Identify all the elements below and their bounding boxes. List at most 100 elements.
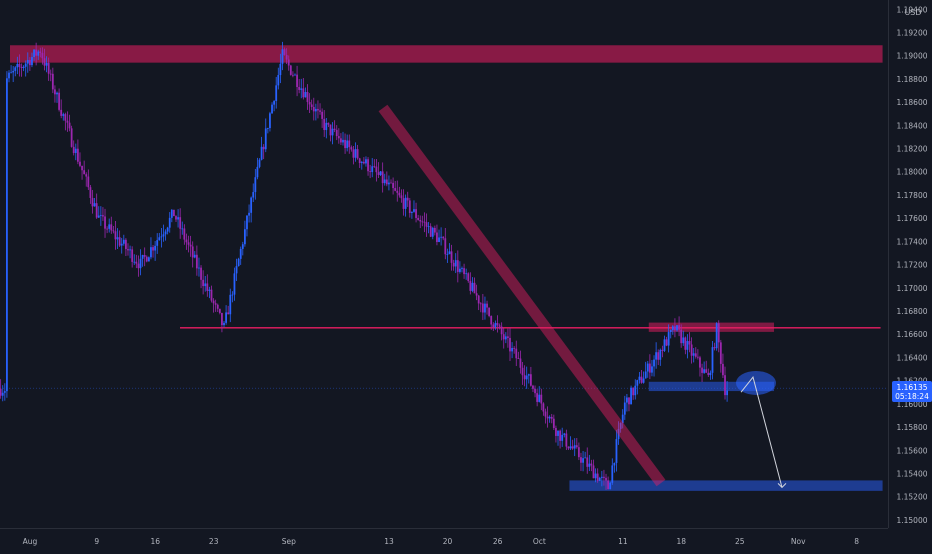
candle-down <box>555 427 557 436</box>
candle-down <box>112 230 115 232</box>
candle-down <box>513 347 516 349</box>
price-tick-label: 1.18800 <box>896 75 927 84</box>
candle-up <box>638 376 641 381</box>
last-price-badge: 1.16135 05:18:24 <box>892 381 932 402</box>
candle-down <box>179 217 182 229</box>
time-tick-label: Nov <box>791 537 806 546</box>
candle-down <box>519 358 522 368</box>
candle-up <box>275 85 278 102</box>
candle-down <box>469 281 472 291</box>
price-tick-label: 1.18600 <box>896 98 927 107</box>
time-axis[interactable]: Aug 9 16 23 Sep 13 20 26 Oct 11 18 25 Nov 8 <box>23 537 860 546</box>
candle-down <box>423 221 426 223</box>
candle-down <box>337 136 340 139</box>
candle-down <box>41 52 44 59</box>
candle-up <box>711 347 714 373</box>
candle-down <box>0 388 2 396</box>
candle-up <box>626 397 628 403</box>
time-tick-label: Aug <box>23 537 38 546</box>
candle-up <box>609 482 612 490</box>
candle-down <box>125 239 127 250</box>
candle-up <box>360 161 363 164</box>
candle-up <box>300 88 303 90</box>
candle-down <box>214 303 217 305</box>
candle-down <box>145 256 148 262</box>
candle-down <box>575 445 578 448</box>
candle-up <box>181 228 184 230</box>
candle-down <box>189 244 192 247</box>
candle-up <box>440 236 443 238</box>
candle-down <box>310 104 313 107</box>
candle-down <box>296 74 298 88</box>
candle-down <box>477 295 480 304</box>
candle-down <box>348 140 351 148</box>
candle-down <box>289 65 292 75</box>
candle-up <box>644 371 647 379</box>
candle-up <box>563 433 566 435</box>
candle-down <box>35 49 38 56</box>
candle-down <box>632 387 635 396</box>
candle-down <box>58 92 60 110</box>
candle-down <box>329 124 332 136</box>
candle-up <box>342 139 344 143</box>
candle-up <box>120 243 123 246</box>
candle-down <box>173 209 175 217</box>
candle-down <box>400 195 403 199</box>
candle-up <box>116 237 119 240</box>
candle-up <box>471 282 474 291</box>
currency-label: USD <box>904 8 921 17</box>
candle-up <box>692 353 695 356</box>
candle-up <box>93 203 96 207</box>
candle-up <box>277 75 280 86</box>
candle-up <box>613 462 616 466</box>
candle-down <box>308 102 311 105</box>
price-axis[interactable]: 1.19400 1.19200 1.19000 1.18800 1.18600 1.184… <box>896 5 927 525</box>
candle-down <box>402 198 405 209</box>
candle-down <box>722 363 724 376</box>
candle-down <box>127 249 129 251</box>
zone-resistance-top <box>10 45 883 63</box>
candle-up <box>325 122 328 131</box>
candle-down <box>680 329 683 344</box>
candle-up <box>594 473 597 479</box>
candle-down <box>373 166 376 168</box>
candle-down <box>678 325 680 330</box>
candle-up <box>623 402 626 415</box>
candle-down <box>567 446 570 449</box>
candle-down <box>110 224 113 231</box>
candle-up <box>22 66 25 68</box>
candle-up <box>223 322 225 326</box>
candle-down <box>285 54 288 60</box>
candle-up <box>676 325 678 331</box>
candle-down <box>490 315 493 325</box>
candle-up <box>573 445 576 449</box>
candle-up <box>548 416 551 419</box>
candle-down <box>200 267 202 280</box>
candle-up <box>304 92 307 98</box>
candle-up <box>413 209 415 212</box>
candle-up <box>636 380 639 386</box>
candle-up <box>129 249 131 251</box>
price-tick-label: 1.16400 <box>896 353 927 362</box>
candle-down <box>195 254 198 269</box>
candle-up <box>108 224 111 229</box>
candle-up <box>156 240 159 246</box>
candle-up <box>634 385 637 396</box>
candle-up <box>237 258 240 267</box>
candle-up <box>448 251 451 255</box>
candle-down <box>187 242 190 245</box>
candle-up <box>371 166 374 173</box>
candle-down <box>688 341 691 345</box>
candle-up <box>461 268 463 269</box>
candle-down <box>102 215 104 217</box>
candle-up <box>33 49 35 58</box>
candle-down <box>500 326 503 335</box>
candle-down <box>657 352 660 360</box>
candle-up <box>569 446 572 449</box>
countdown-label: 05:18:24 <box>895 392 929 401</box>
candle-down <box>350 147 353 150</box>
candle-down <box>335 129 338 137</box>
candle-down <box>444 238 447 255</box>
